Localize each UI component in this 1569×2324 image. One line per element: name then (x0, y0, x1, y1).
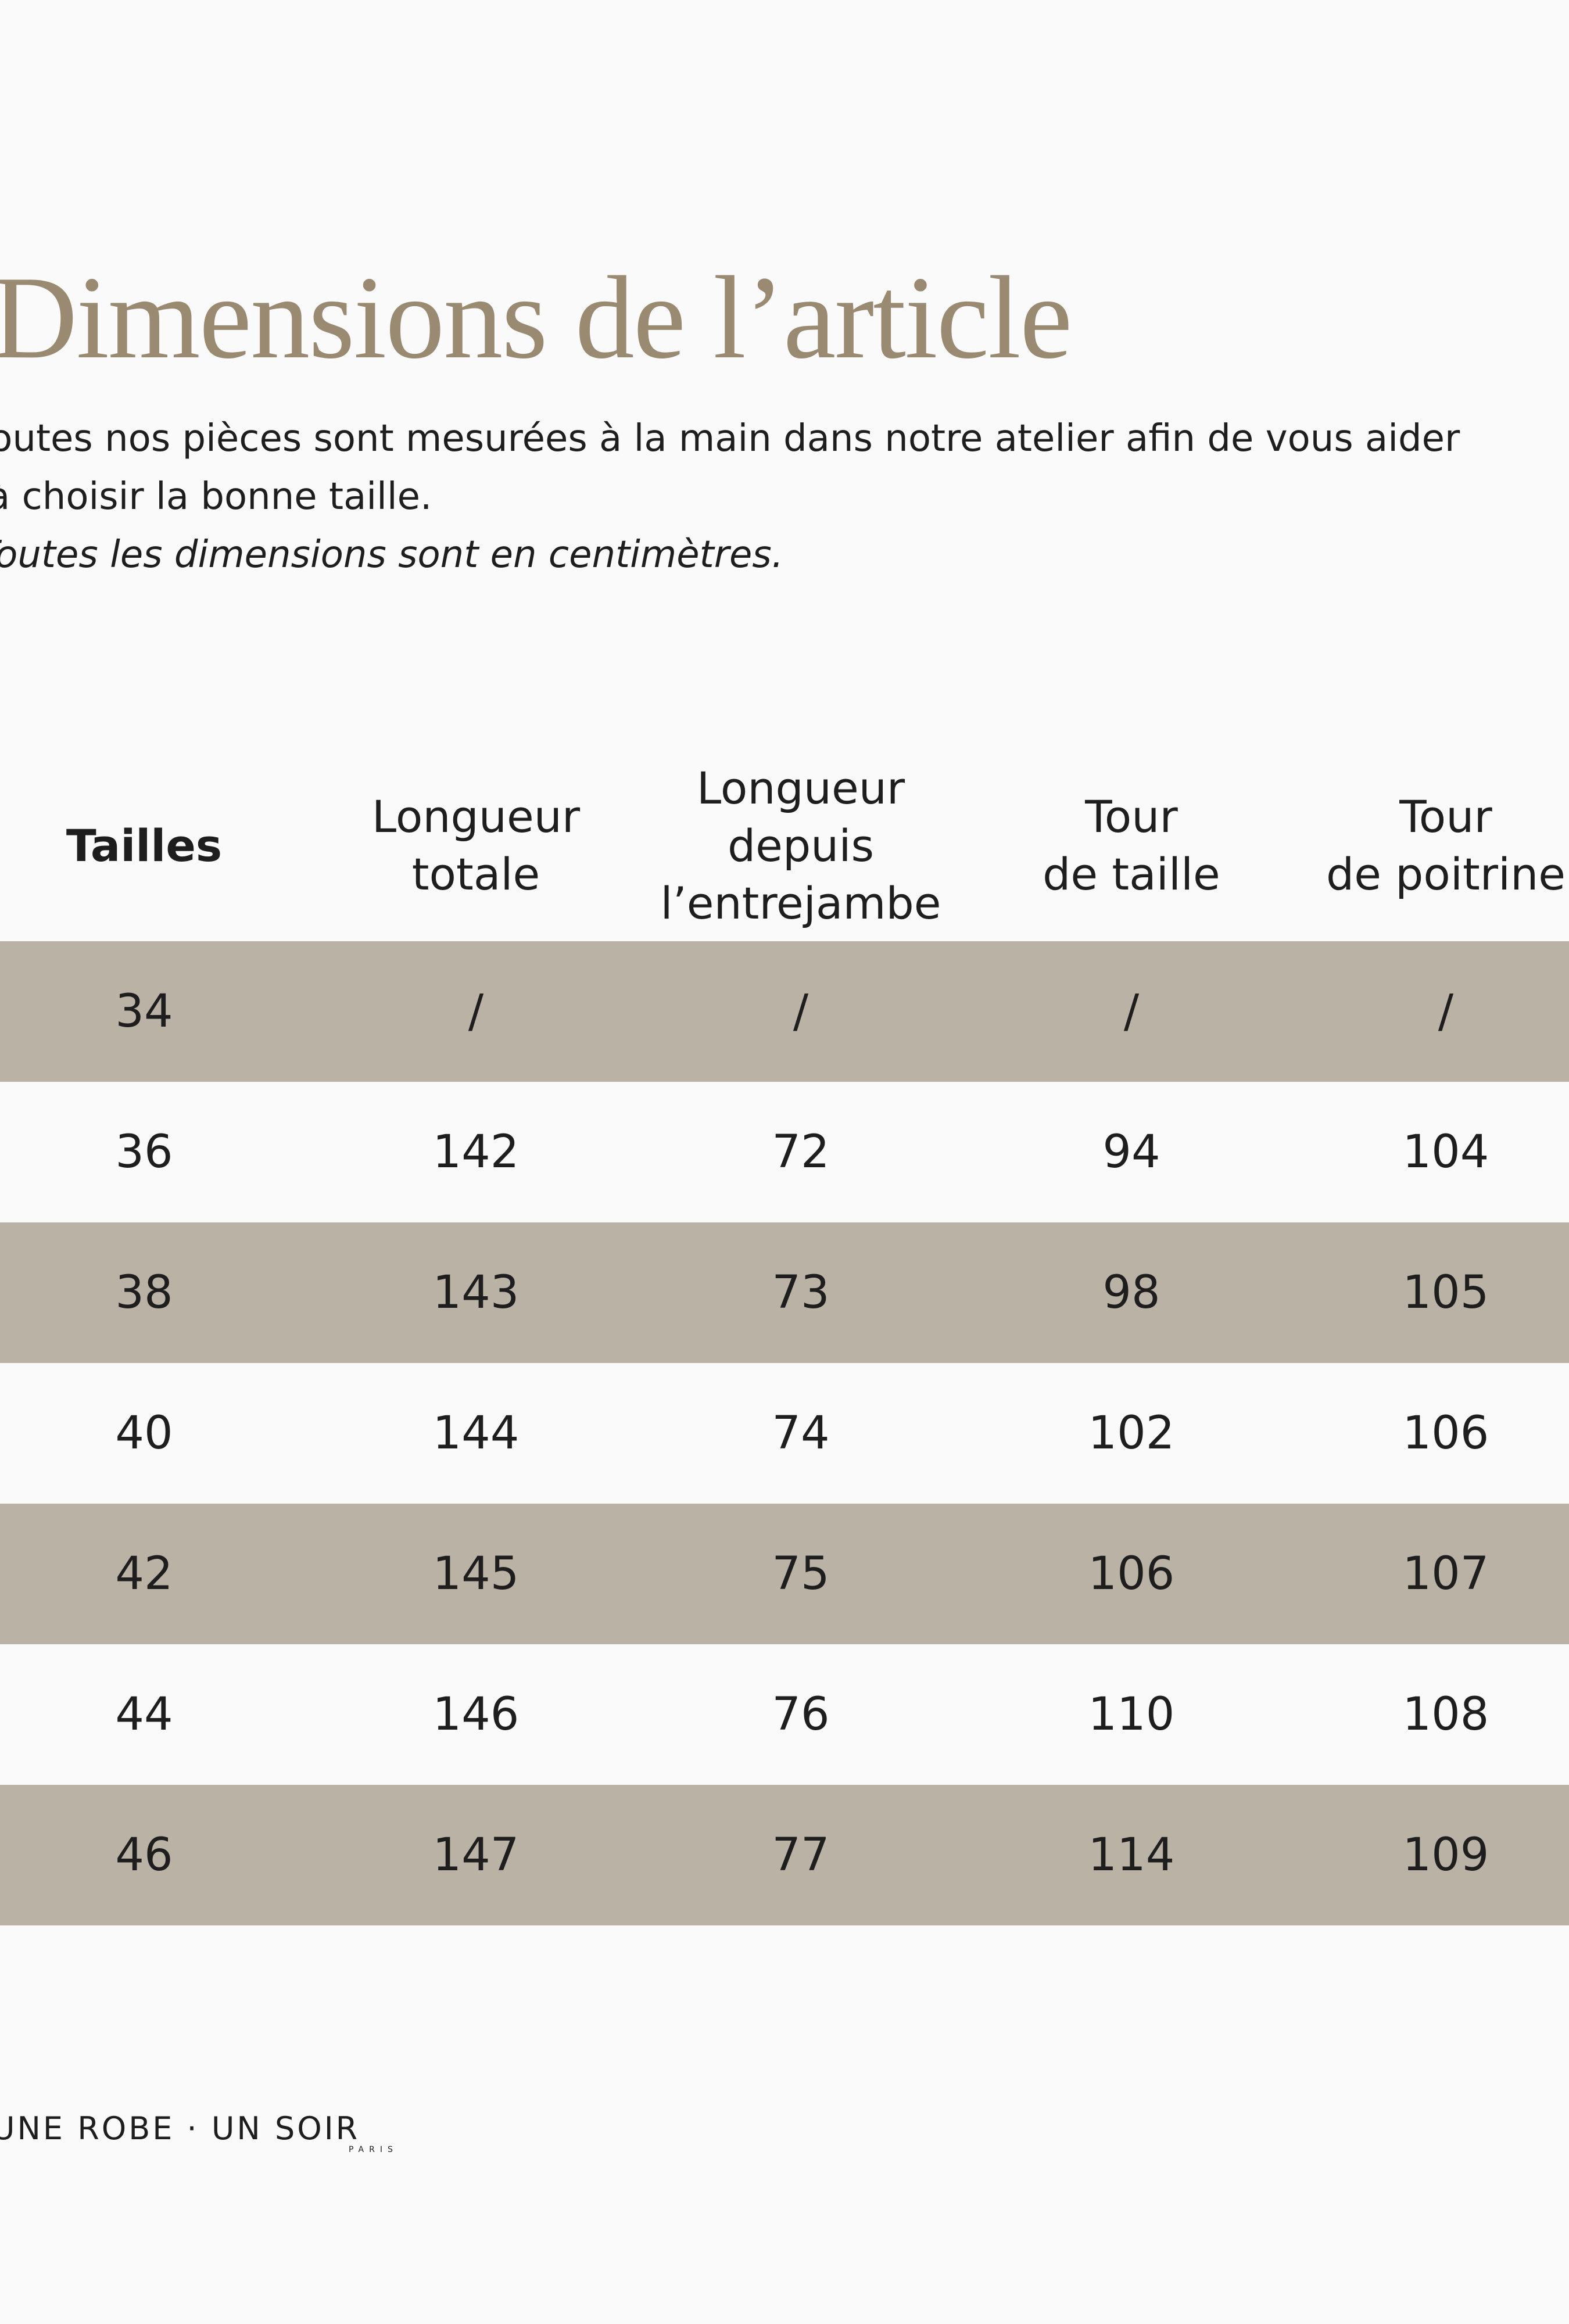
size-cell: 36 (115, 1126, 173, 1178)
value-cell: 145 (432, 1548, 520, 1600)
table-row (0, 1504, 1569, 1644)
header-line: totale (411, 848, 540, 900)
size-cell: 44 (115, 1688, 173, 1741)
header-line: de taille (1043, 848, 1220, 900)
column-header: Tour de poitrine (1326, 788, 1566, 903)
value-cell: 109 (1402, 1829, 1489, 1881)
value-cell: 147 (432, 1829, 520, 1881)
intro-line: à choisir la bonne taille. (0, 475, 432, 518)
value-cell: 73 (772, 1267, 830, 1319)
value-cell: / (793, 985, 809, 1038)
value-cell: 107 (1402, 1548, 1489, 1600)
table-row (0, 1222, 1569, 1363)
header-line: depuis (727, 819, 875, 871)
value-cell: 110 (1088, 1688, 1175, 1741)
column-header: Longueur totale (372, 788, 580, 903)
value-cell: 72 (772, 1126, 830, 1178)
table-row (0, 1785, 1569, 1925)
size-cell: 46 (115, 1829, 173, 1881)
title: Dimensions de l’article (0, 252, 1072, 383)
header-line: Longueur (371, 791, 581, 842)
value-cell: 102 (1088, 1407, 1175, 1459)
value-cell: 98 (1102, 1267, 1160, 1319)
value-cell: 77 (772, 1829, 830, 1881)
value-cell: 144 (432, 1407, 520, 1459)
value-cell: 74 (772, 1407, 830, 1459)
header-line: Tour (1085, 791, 1178, 842)
header-line: l’entrejambe (660, 877, 941, 929)
table-row (0, 941, 1569, 1082)
value-cell: 114 (1088, 1829, 1175, 1881)
value-cell: 106 (1402, 1407, 1489, 1459)
value-cell: / (1438, 985, 1454, 1038)
table-row (0, 1082, 1569, 1222)
header-line: Tour (1399, 791, 1492, 842)
value-cell: / (1123, 985, 1140, 1038)
value-cell: 142 (432, 1126, 520, 1178)
value-cell: / (468, 985, 484, 1038)
header-line: Longueur (696, 762, 905, 814)
value-cell: 76 (772, 1688, 830, 1741)
header-line: de poitrine (1326, 848, 1566, 900)
size-cell: 38 (115, 1267, 173, 1319)
column-header: Tour de taille (1043, 788, 1220, 903)
table-row (0, 1644, 1569, 1785)
column-header: Tailles (66, 817, 222, 874)
intro-line: Toutes nos pièces sont mesurées à la mai… (0, 417, 1460, 460)
value-cell: 106 (1088, 1548, 1175, 1600)
intro-note: Toutes les dimensions sont en centimètre… (0, 533, 784, 576)
value-cell: 94 (1102, 1126, 1160, 1178)
value-cell: 105 (1402, 1267, 1489, 1319)
table-row (0, 1363, 1569, 1504)
header-line: Tailles (66, 819, 223, 871)
value-cell: 104 (1402, 1126, 1489, 1178)
size-cell: 42 (115, 1548, 173, 1600)
column-header: Longueur depuis l’entrejambe (660, 759, 941, 932)
value-cell: 108 (1402, 1688, 1489, 1741)
value-cell: 143 (432, 1267, 520, 1319)
value-cell: 75 (772, 1548, 830, 1600)
brand-city: PARIS (349, 2145, 398, 2154)
value-cell: 146 (432, 1688, 520, 1741)
brand: UNE ROBE · UN SOIR (0, 2110, 360, 2147)
size-cell: 34 (115, 985, 173, 1038)
size-cell: 40 (115, 1407, 173, 1459)
